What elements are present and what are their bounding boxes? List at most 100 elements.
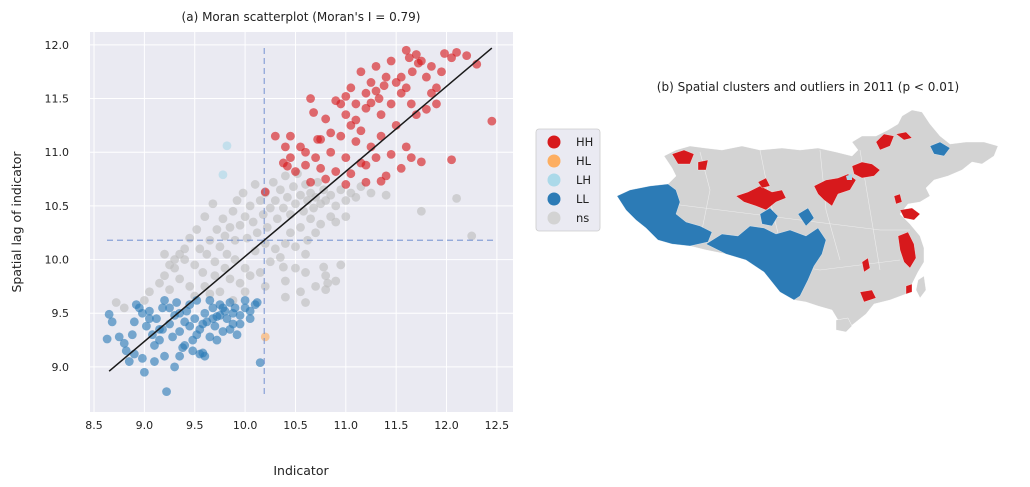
point-ll — [188, 346, 198, 356]
point-hh — [306, 177, 315, 187]
point-ll — [232, 330, 242, 340]
point-ll — [222, 314, 232, 324]
point-hh — [280, 142, 290, 152]
point-ns — [326, 212, 336, 222]
point-ns — [321, 271, 331, 281]
point-ns — [289, 182, 298, 191]
point-ns — [185, 233, 195, 243]
point-hh — [278, 158, 288, 168]
point-hh — [386, 99, 396, 109]
point-hh — [336, 99, 346, 109]
map-region-ll — [616, 141, 951, 301]
point-ll — [170, 362, 180, 372]
legend-marker-ns — [547, 211, 561, 225]
point-ns — [175, 274, 185, 284]
point-hh — [376, 176, 386, 186]
point-ns — [270, 244, 280, 254]
point-hh — [356, 126, 366, 136]
map-panel: (b) Spatial clusters and outliers in 201… — [616, 80, 999, 333]
point-ns — [245, 271, 255, 281]
point-ns — [265, 257, 275, 267]
point-ns — [278, 262, 288, 272]
point-hh — [379, 81, 389, 91]
point-ns — [222, 249, 232, 259]
point-hh — [286, 131, 295, 141]
point-ns — [306, 214, 315, 224]
point-hh — [406, 153, 416, 162]
point-ns — [212, 225, 222, 234]
point-ns — [192, 225, 202, 234]
point-hh — [462, 51, 472, 61]
point-ll — [107, 317, 117, 327]
point-hh — [336, 131, 346, 141]
point-hh — [376, 110, 386, 120]
point-hh — [366, 78, 376, 87]
point-ns — [296, 190, 305, 200]
point-ns — [452, 193, 461, 203]
point-hh — [361, 88, 371, 98]
point-ns — [366, 188, 376, 198]
point-ll — [190, 314, 200, 324]
y-tick-labels: 9.0 9.5 10.0 10.5 11.0 11.5 12.0 — [45, 39, 70, 374]
point-ll — [198, 319, 208, 329]
legend-label-hh: HH — [576, 135, 593, 149]
map-title: (b) Spatial clusters and outliers in 201… — [657, 80, 959, 94]
point-ns — [260, 282, 270, 291]
point-ns — [248, 217, 258, 227]
point-ll — [205, 295, 215, 305]
x-tick-labels: 8.5 9.0 9.5 10.0 10.5 11.0 11.5 12.0 12.5 — [85, 419, 509, 432]
point-ns — [280, 292, 290, 302]
map-region-lh — [846, 174, 852, 180]
point-ll — [215, 310, 225, 320]
point-ns — [200, 212, 210, 222]
point-ns — [242, 233, 252, 243]
point-ns — [240, 212, 250, 222]
point-ll — [192, 330, 202, 340]
point-ll — [235, 310, 245, 320]
point-ns — [283, 192, 292, 202]
map-island-hainan — [835, 317, 853, 333]
point-hh — [361, 177, 371, 187]
point-hh — [381, 72, 391, 82]
point-ll — [235, 319, 245, 329]
point-hh — [411, 50, 421, 59]
point-ns — [326, 190, 336, 200]
point-ll — [175, 351, 185, 361]
legend-marker-hl — [547, 154, 561, 168]
point-ll — [240, 303, 250, 313]
legend-label-lh: LH — [576, 173, 591, 187]
point-hh — [301, 147, 310, 157]
point-ns — [265, 203, 275, 213]
point-ll — [172, 298, 182, 307]
point-ns — [250, 246, 260, 256]
point-ns — [270, 196, 280, 205]
point-ns — [301, 298, 310, 307]
y-tick-label: 10.5 — [45, 200, 70, 213]
point-ns — [275, 185, 285, 195]
point-hh — [351, 115, 361, 125]
point-ns — [319, 262, 329, 272]
point-ns — [155, 278, 164, 288]
point-lh — [218, 170, 228, 180]
point-ns — [381, 190, 391, 200]
point-ns — [255, 196, 265, 205]
point-hl — [260, 332, 270, 342]
x-tick-label: 9.5 — [186, 419, 204, 432]
point-hh — [374, 94, 384, 103]
point-hh — [321, 174, 331, 184]
point-ns — [240, 263, 250, 273]
point-ns — [301, 249, 310, 259]
point-hh — [371, 61, 381, 71]
point-ns — [111, 298, 121, 307]
point-hh — [341, 110, 351, 120]
point-ns — [321, 285, 331, 295]
point-ns — [160, 271, 169, 281]
point-hh — [326, 147, 336, 157]
legend-marker-hh — [547, 135, 561, 149]
point-hh — [396, 72, 406, 82]
point-ns — [272, 214, 282, 224]
point-ns — [467, 231, 477, 241]
point-ns — [268, 177, 278, 187]
point-ll — [210, 321, 220, 331]
point-ll — [168, 332, 177, 342]
